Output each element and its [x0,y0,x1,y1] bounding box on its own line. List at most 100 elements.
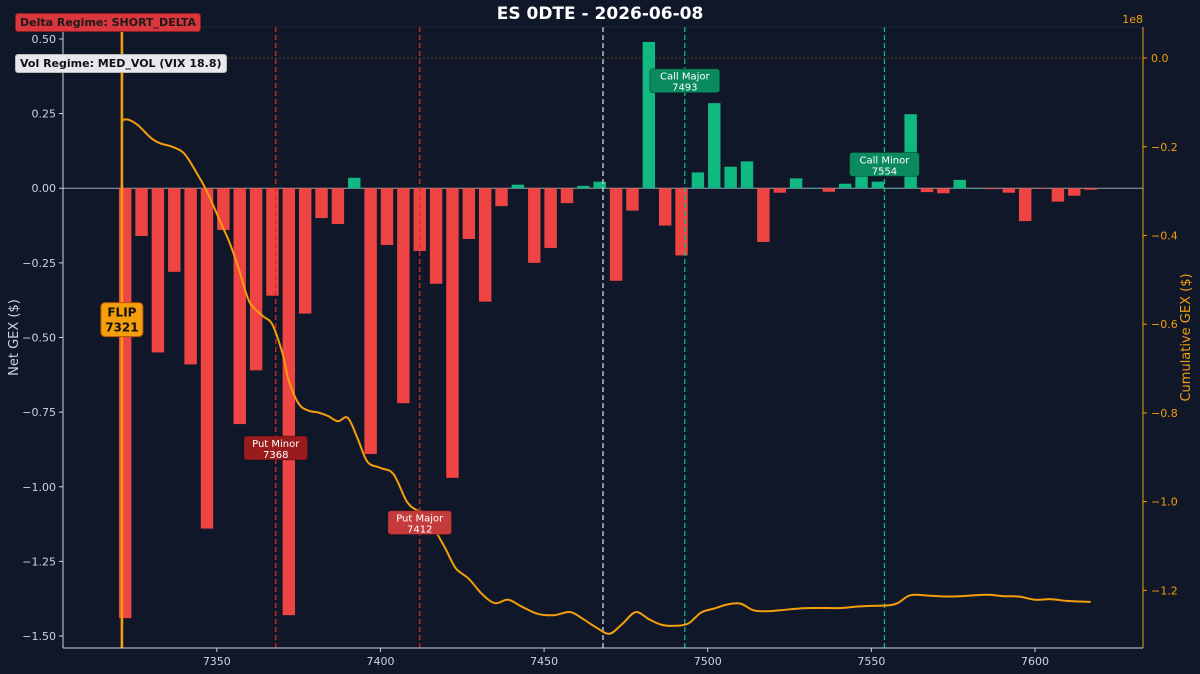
gex-bar [953,179,966,189]
delta-regime-badge: Delta Regime: SHORT_DELTA [15,13,202,32]
gex-bar [446,188,459,478]
put-level-label: Put Minor [252,439,300,450]
gex-bar [789,178,803,189]
gex-bar [609,188,623,281]
call-level-box [649,68,721,94]
gex-bar [626,188,639,211]
y-tick-label: −1.00 [22,481,56,494]
gex-bar [593,181,606,189]
gex-bar [348,177,361,189]
y-tick-label: 0.25 [32,108,57,121]
gex-bar [315,188,328,219]
y-right-tick-label: −0.2 [1151,141,1178,154]
y-right-axis-label: Cumulative GEX ($) [1179,273,1194,401]
put-level-box [387,510,453,536]
y-right-tick-label: −1.2 [1151,584,1178,597]
y-right-tick-label: −0.6 [1151,318,1178,331]
gex-bar [511,184,525,189]
gex-bar [249,188,263,371]
gex-bar [1068,188,1081,196]
y-tick-label: −0.25 [22,257,56,270]
gex-bar [773,188,786,193]
gex-bar [135,188,148,236]
gex-bar [429,188,443,284]
gex-bar [380,188,394,245]
put-level-value: 7412 [407,525,432,536]
plot-area [63,27,1143,648]
x-tick-label: 7450 [530,655,558,668]
gex-bar [478,188,492,302]
gex-bar [740,161,754,189]
gex-bar [691,172,705,189]
gex-bar [233,188,246,425]
call-level-value: 7554 [872,166,897,177]
gex-bar [544,188,557,248]
y-tick-label: −0.75 [22,406,56,419]
levels-layer [120,27,886,648]
axes-layer: 7350 7400 7450 7500 7550 7600 0.50 0.25 0.00 −0.2… [7,13,1194,668]
gex-bar [1084,188,1097,190]
call-level-box [848,151,920,177]
call-level-label: Call Minor [860,155,911,166]
gex-bar [904,114,917,189]
cumulative-gex-line [121,118,1091,635]
gex-bar [168,188,181,272]
x-tick-label: 7550 [857,655,885,668]
gex-bar [757,188,770,242]
gex-bar [920,188,934,193]
put-level-label: Put Major [396,514,444,525]
y-right-tick-label: −1.0 [1151,496,1178,509]
cumulative-layer [121,118,1091,635]
gex-bar [266,188,279,296]
gex-bar [151,188,165,353]
y-right-tick-label: 0.0 [1151,52,1169,65]
gex-bar [822,188,836,192]
gex-bar [397,188,410,404]
y-tick-label: −1.50 [22,630,56,643]
call-level-value: 7493 [672,83,697,94]
y-tick-label: 0.50 [32,33,57,46]
gex-bar [298,188,312,314]
gex-bar [495,188,508,207]
gex-bar [528,188,541,263]
flip-label-box [100,302,144,338]
gex-bar [184,188,197,365]
gex-bar [577,185,590,189]
x-tick-label: 7350 [203,655,231,668]
y-right-tick-label: −0.8 [1151,407,1178,420]
gex-bar [331,188,345,225]
gex-bar [675,188,688,256]
chart-title: ES 0DTE - 2026-06-08 [496,4,704,24]
y-tick-label: 0.00 [32,182,57,195]
gex-bar [724,166,737,189]
y-tick-label: −1.25 [22,555,56,568]
flip-value: 7321 [105,321,138,335]
y-axis-label: Net GEX ($) [7,299,22,376]
gex-bar [969,188,983,189]
gex-bar [708,103,721,189]
y-right-tick-label: −0.4 [1151,229,1178,242]
x-tick-label: 7500 [694,655,722,668]
bars-layer [63,41,1143,619]
gex-bar [1035,188,1048,189]
y-tick-label: −0.50 [22,332,56,345]
right-axis-multiplier: 1e8 [1122,13,1143,26]
call-level-label: Call Major [660,72,710,83]
gex-bar [1018,188,1032,222]
gex-bar [838,183,852,189]
gex-bar [871,181,885,189]
gex-bar [1002,188,1016,193]
gex-bar [462,188,476,239]
gex-bar [560,188,574,204]
vol-regime-badge: Vol Regime: MED_VOL (VIX 18.8) [15,54,227,73]
put-level-value: 7368 [263,450,288,461]
x-tick-label: 7600 [1021,655,1049,668]
put-level-box [243,435,309,461]
gex-bar [1051,188,1065,202]
gex-bar [200,188,214,529]
flip-label: FLIP [107,306,136,320]
x-tick-label: 7400 [366,655,394,668]
gex-bar [888,188,901,189]
